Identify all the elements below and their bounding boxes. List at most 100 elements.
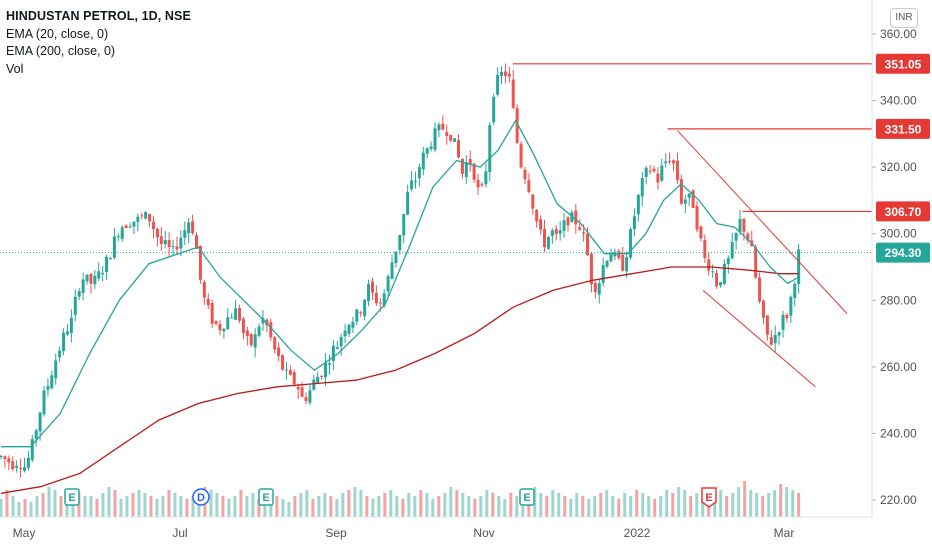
candles	[0, 63, 801, 478]
earnings-marker	[519, 488, 535, 506]
volume-bar	[0, 499, 3, 517]
candle-body	[711, 271, 715, 273]
candle-body	[273, 337, 277, 350]
candle	[386, 274, 390, 299]
candle	[155, 227, 159, 247]
volume-bar	[671, 493, 675, 517]
candle	[480, 181, 484, 188]
candle-body	[296, 387, 300, 390]
candle-body	[554, 228, 558, 234]
candle-body	[85, 274, 89, 282]
volume-bar	[467, 496, 471, 517]
candle	[578, 219, 582, 232]
candle-body	[257, 326, 261, 336]
candle-body	[699, 226, 703, 239]
candle	[238, 304, 242, 323]
volume-bar	[389, 490, 393, 517]
volume-bar	[515, 496, 519, 517]
candle-body	[402, 214, 406, 236]
candle	[488, 122, 492, 182]
candle-body	[281, 355, 285, 370]
candle	[527, 173, 531, 194]
candle-body	[11, 461, 15, 469]
candle-body	[515, 108, 519, 143]
candle-body	[543, 228, 547, 248]
volume-bar	[791, 490, 795, 517]
ema200-line	[0, 266, 799, 494]
candle-body	[769, 337, 773, 345]
y-tick-label: 280.00	[880, 293, 917, 307]
y-tick-label: 240.00	[880, 426, 917, 440]
event-marker: E	[701, 487, 717, 508]
volume-bar	[767, 493, 771, 517]
candle	[273, 335, 277, 354]
candle	[269, 318, 273, 341]
event-marker: E	[519, 488, 535, 506]
candle-body	[58, 350, 62, 358]
candle	[593, 281, 597, 299]
volume-bar	[641, 493, 645, 517]
candle-body	[464, 162, 468, 178]
candle	[406, 184, 410, 216]
candle	[93, 269, 97, 289]
candle-body	[144, 211, 148, 219]
candle	[363, 298, 367, 321]
candle	[320, 375, 324, 380]
volume-bar	[41, 493, 45, 517]
candle	[550, 228, 554, 244]
volume-bar	[497, 496, 501, 517]
candle-body	[640, 178, 644, 197]
currency-button[interactable]: INR	[890, 8, 918, 28]
candle-body	[550, 230, 554, 236]
candle	[464, 155, 468, 185]
candle-body	[394, 251, 398, 264]
volume-bar	[347, 490, 351, 517]
volume-bar	[665, 490, 669, 517]
candle	[105, 254, 109, 281]
level-tag	[876, 118, 930, 139]
level-tag	[876, 53, 930, 74]
volume-bar	[683, 490, 687, 517]
candle	[140, 212, 144, 220]
candle	[284, 362, 288, 380]
candle	[120, 225, 124, 242]
level-tag-text: 331.50	[885, 122, 922, 136]
candle-body	[218, 323, 222, 331]
event-label: E	[705, 492, 712, 504]
candle	[683, 194, 687, 214]
candle-body	[429, 146, 433, 149]
candle	[198, 245, 202, 284]
candle-body	[742, 218, 746, 232]
volume-bar	[425, 493, 429, 517]
candle	[241, 316, 245, 340]
volume-bar	[569, 499, 573, 517]
candle	[621, 246, 625, 272]
event-marker: E	[258, 488, 274, 506]
candle-body	[586, 233, 590, 256]
candle-body	[691, 190, 695, 208]
volume-bar	[29, 502, 33, 517]
candle	[523, 166, 527, 184]
candle	[89, 273, 93, 294]
volume-bar	[155, 499, 159, 517]
channel-upper	[677, 130, 848, 314]
candle-body	[410, 180, 414, 190]
candle	[781, 310, 785, 338]
volume-bar	[395, 496, 399, 517]
candle-body	[672, 160, 676, 164]
candle	[640, 171, 644, 207]
candle	[410, 171, 414, 192]
candle	[163, 231, 167, 249]
volume-bar	[17, 502, 21, 517]
candle	[253, 328, 257, 358]
volume-bar	[137, 490, 141, 517]
candle	[566, 216, 570, 232]
candle	[288, 365, 292, 376]
candle	[558, 221, 562, 241]
volume-bar	[119, 499, 123, 517]
candle-body	[124, 225, 128, 229]
volume-bar	[503, 499, 507, 517]
volume-bar	[743, 481, 747, 517]
